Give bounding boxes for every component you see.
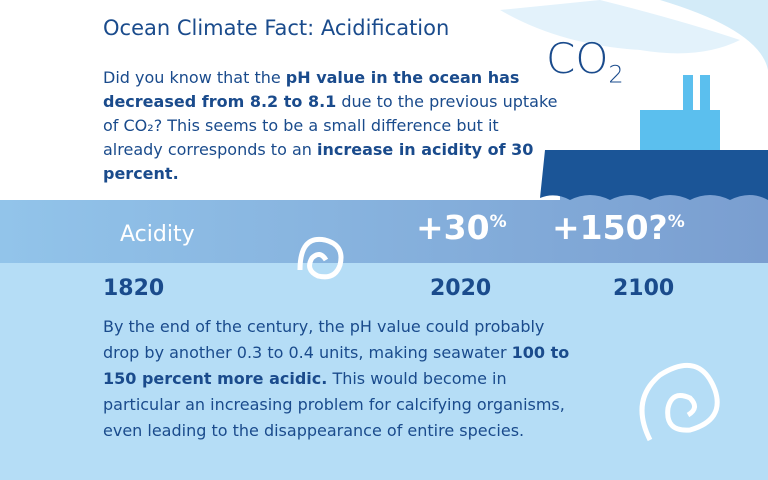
increase-value: +30 — [416, 208, 490, 247]
intro-text: Did you know that the pH value in the oc… — [103, 66, 563, 186]
shell-icon — [297, 236, 720, 442]
bold-text: increase in acidity of 30 percent. — [103, 140, 534, 183]
increase: +150?% — [552, 208, 685, 247]
text: Did you know that the — [103, 68, 286, 87]
text: This would become in particular an incre… — [103, 369, 565, 440]
year: 1820 — [103, 276, 165, 301]
bold-text: 100 to 150 percent more acidic. — [103, 343, 570, 388]
closing-text: By the end of the century, the pH value … — [103, 314, 573, 444]
acidity-label: Acidity — [120, 222, 195, 247]
co2-main: CO — [546, 34, 609, 83]
co2-label: CO2 — [546, 34, 624, 88]
year: 2020 — [430, 276, 492, 301]
increase-unit: % — [667, 212, 685, 232]
text: By the end of the century, the pH value … — [103, 317, 545, 362]
co2-sub: 2 — [608, 60, 624, 89]
increase-unit: % — [489, 212, 507, 232]
year: 2100 — [613, 276, 675, 301]
text: due to the previous uptake of CO₂? This … — [103, 92, 558, 159]
increase-value: +150? — [552, 208, 668, 247]
increase: +30% — [416, 208, 507, 247]
title: Ocean Climate Fact: Acidification — [103, 16, 450, 40]
bold-text: pH value in the ocean has decreased from… — [103, 68, 520, 111]
